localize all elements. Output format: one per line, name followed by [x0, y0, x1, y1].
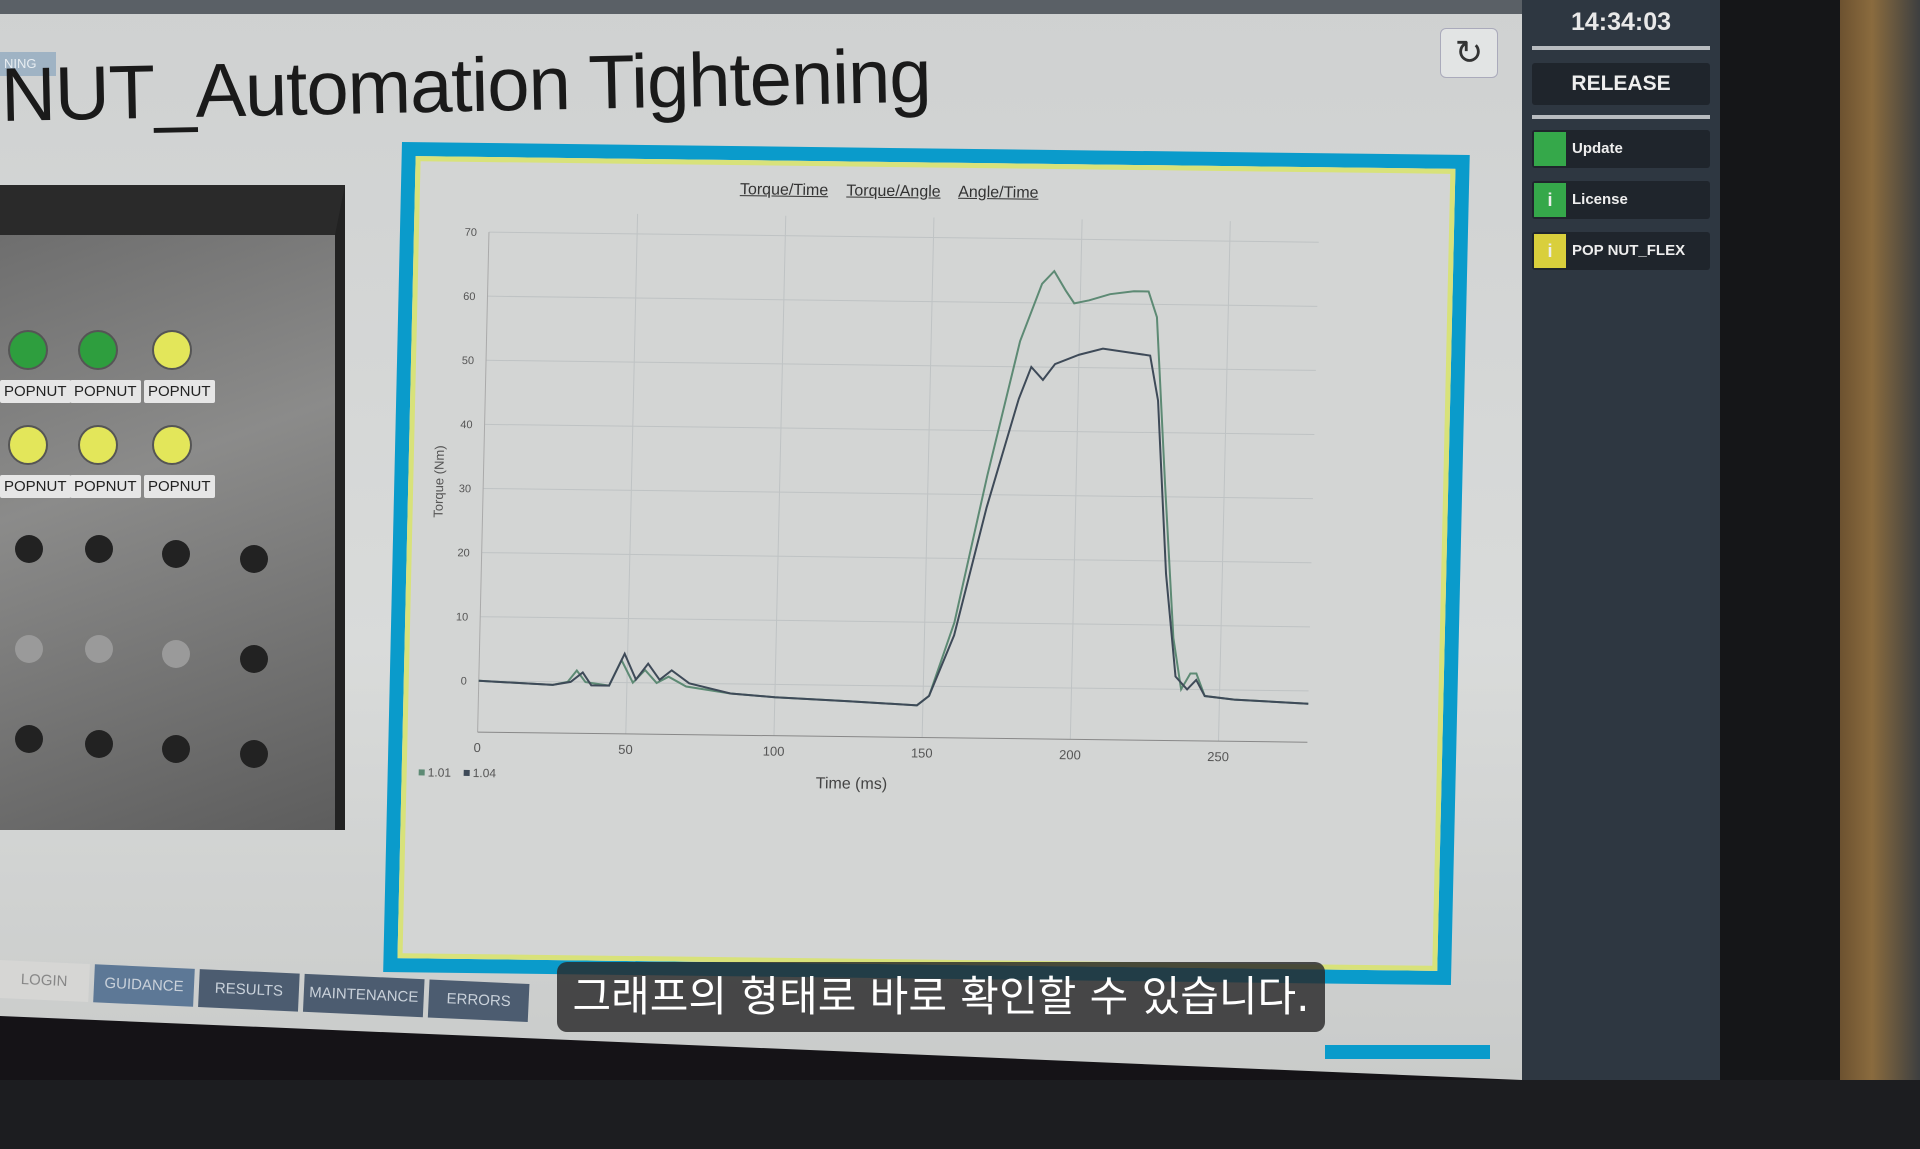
x-tick-label: 0 — [473, 740, 481, 755]
y-gridline — [486, 359, 1316, 371]
tab-maintenance[interactable]: MAINTENANCE — [302, 973, 425, 1018]
x-tick-label: 50 — [618, 742, 633, 757]
fixture-hole — [162, 735, 190, 763]
y-tick-label: 40 — [460, 419, 473, 431]
link-torque-time[interactable]: Torque/Time — [739, 181, 829, 200]
series-line-1.01 — [478, 269, 1309, 707]
y-gridline — [484, 423, 1315, 436]
hmi-screen: NING NUT_Automation Tightening ↻ POPNUT P… — [0, 0, 1522, 1080]
status-item-label: POP NUT_FLEX — [1572, 242, 1686, 259]
chart-frame: Torque/Time Torque/Angle Angle/Time 0 10 2… — [383, 142, 1470, 986]
y-axis — [477, 232, 490, 733]
fixture-hole — [15, 535, 43, 563]
fixture-hole — [85, 535, 113, 563]
tab-results[interactable]: RESULTS — [198, 969, 300, 1012]
part-status-indicator — [152, 330, 192, 370]
torque-time-chart: 0 10 20 30 40 50 60 70 0 50 100 150 200 250 Time (ms) T… — [418, 213, 1319, 793]
status-item-label: License — [1572, 191, 1628, 208]
part-image-panel: POPNUT POPNUT POPNUT POPNUT POPNUT POPNUT — [0, 185, 345, 830]
fixture-hole — [162, 640, 190, 668]
x-tick-label: 250 — [1207, 749, 1229, 764]
tab-login[interactable]: LOGIN — [0, 960, 90, 1003]
chart-view-links: Torque/Time Torque/Angle Angle/Time — [740, 181, 1053, 203]
refresh-button[interactable]: ↻ — [1440, 28, 1498, 78]
fixture-hole — [85, 635, 113, 663]
status-item-update[interactable]: Update — [1532, 130, 1710, 168]
x-tick-label: 100 — [763, 744, 785, 759]
y-tick-label: 50 — [462, 355, 475, 367]
status-item-license[interactable]: i License — [1532, 181, 1710, 219]
part-label: POPNUT — [144, 475, 215, 498]
y-tick-label: 20 — [457, 547, 470, 559]
legend-label[interactable]: 1.01 — [428, 765, 452, 779]
part-status-indicator — [152, 425, 192, 465]
part-status-indicator — [78, 425, 118, 465]
y-gridline — [478, 680, 1309, 692]
legend-label[interactable]: 1.04 — [473, 766, 497, 780]
fixture-hole — [240, 545, 268, 573]
info-icon: i — [1534, 234, 1566, 268]
link-torque-angle[interactable]: Torque/Angle — [846, 182, 941, 201]
x-gridline — [1069, 219, 1083, 740]
video-subtitle: 그래프의 형태로 바로 확인할 수 있습니다. — [557, 962, 1325, 1032]
fixture-hole — [240, 740, 268, 768]
y-gridline — [483, 487, 1313, 500]
part-status-indicator — [78, 330, 118, 370]
atlas-copco-logo — [1325, 1045, 1490, 1080]
fixture-hole — [162, 540, 190, 568]
status-sidebar: 14:34:03 RELEASE Update i License i POP NUT_… — [1522, 0, 1720, 1080]
top-strip — [0, 0, 1522, 14]
y-tick-label: 10 — [456, 611, 469, 623]
status-item-label: Update — [1572, 140, 1623, 157]
x-tick-label: 200 — [1059, 747, 1081, 762]
background — [1840, 0, 1920, 1080]
y-gridline — [487, 295, 1318, 307]
x-gridline — [625, 213, 639, 734]
monitor-bezel — [1720, 0, 1840, 1080]
link-angle-time[interactable]: Angle/Time — [958, 183, 1039, 202]
page-title: NUT_Automation Tightening — [0, 33, 932, 138]
tab-guidance[interactable]: GUIDANCE — [93, 964, 195, 1007]
y-tick-label: 0 — [460, 676, 466, 688]
part-status-indicator — [8, 330, 48, 370]
release-button[interactable]: RELEASE — [1532, 63, 1710, 105]
fixture-hole — [15, 725, 43, 753]
divider — [1532, 115, 1710, 119]
part-label: POPNUT — [0, 475, 71, 498]
y-tick-label: 60 — [463, 291, 476, 303]
y-gridline — [481, 552, 1312, 564]
x-axis-label: Time (ms) — [816, 775, 888, 793]
series-line-1.04 — [478, 347, 1309, 707]
part-label: POPNUT — [0, 380, 71, 403]
fixture-hole — [240, 645, 268, 673]
status-item-pop-nut-flex[interactable]: i POP NUT_FLEX — [1532, 232, 1710, 270]
chart-panel: Torque/Time Torque/Angle Angle/Time 0 10 2… — [397, 156, 1456, 971]
part-label: POPNUT — [144, 380, 215, 403]
x-gridline — [1217, 221, 1231, 742]
clock: 14:34:03 — [1570, 8, 1672, 36]
tab-errors[interactable]: ERRORS — [427, 979, 530, 1023]
x-gridline — [921, 217, 935, 738]
y-tick-label: 30 — [459, 483, 472, 495]
legend-swatch — [418, 769, 425, 776]
y-gridline — [488, 231, 1319, 243]
y-axis-label: Torque (Nm) — [430, 445, 447, 517]
x-tick-label: 150 — [911, 745, 933, 760]
refresh-icon: ↻ — [1454, 34, 1484, 72]
y-tick-label: 70 — [465, 227, 478, 239]
fixture-hole — [15, 635, 43, 663]
part-label: POPNUT — [70, 475, 141, 498]
x-gridline — [773, 215, 787, 736]
mode-tab[interactable]: NING — [0, 52, 56, 76]
part-label: POPNUT — [70, 380, 141, 403]
fixture-hole — [85, 730, 113, 758]
y-gridline — [480, 616, 1311, 628]
legend-swatch — [463, 769, 470, 776]
status-square-icon — [1534, 132, 1566, 166]
x-axis — [477, 731, 1308, 743]
part-status-indicator — [8, 425, 48, 465]
divider — [1532, 46, 1710, 50]
info-icon: i — [1534, 183, 1566, 217]
